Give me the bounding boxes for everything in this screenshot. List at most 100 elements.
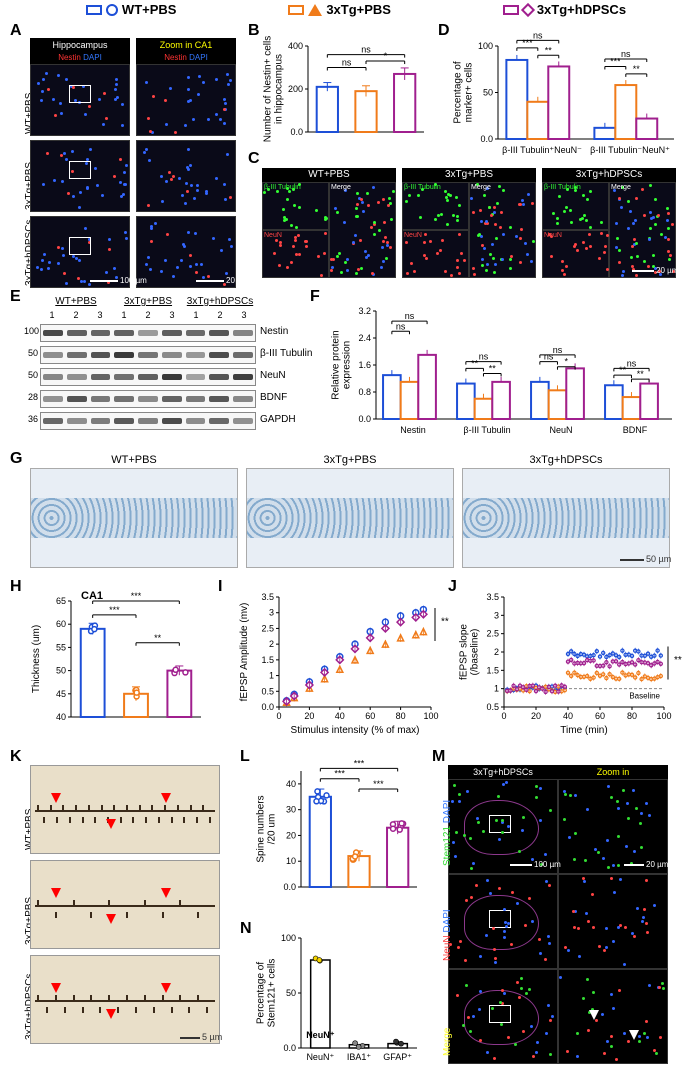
svg-text:Spine numbers: Spine numbers <box>256 795 267 862</box>
label-H: H <box>10 578 22 596</box>
chart-I: 0.00.511.522.533.5020406080100fEPSP Ampl… <box>235 585 445 735</box>
chart-D: 0.050100Percentage ofmarker+ cellsβ-III … <box>452 30 682 165</box>
panelA-header-left: Hippocampus <box>30 38 130 52</box>
panelC-merge <box>329 182 396 278</box>
svg-text:60: 60 <box>365 711 375 721</box>
panelG-label: WT+PBS <box>30 454 238 466</box>
svg-text:20: 20 <box>286 830 296 840</box>
panelA-header-right: Zoom in CA1 <box>136 38 236 52</box>
svg-text:0.0: 0.0 <box>290 127 303 137</box>
svg-text:40: 40 <box>56 712 66 722</box>
svg-text:NeuN⁺: NeuN⁺ <box>306 1052 334 1062</box>
svg-text:**: ** <box>441 617 449 628</box>
panelE-blot-row <box>40 346 256 364</box>
svg-text:***: *** <box>334 769 345 779</box>
svg-text:0.8: 0.8 <box>358 387 371 397</box>
svg-text:fEPSP Amplitude (mv): fEPSP Amplitude (mv) <box>239 603 250 702</box>
svg-text:**: ** <box>489 363 497 373</box>
svg-text:1.5: 1.5 <box>261 655 274 665</box>
svg-text:0.5: 0.5 <box>486 702 499 712</box>
svg-text:ns: ns <box>479 352 489 362</box>
panelG-nissl <box>246 468 454 568</box>
legend-wt-circ <box>106 4 118 16</box>
panelA-micrograph <box>30 140 130 212</box>
svg-text:in hippocampus: in hippocampus <box>274 54 285 124</box>
svg-text:***: *** <box>109 605 120 615</box>
svg-text:***: *** <box>522 38 533 48</box>
svg-text:100: 100 <box>423 711 438 721</box>
svg-text:ns: ns <box>553 345 563 355</box>
panelM-header-left: 3xTg+hDPSCs <box>448 765 558 779</box>
svg-text:2.5: 2.5 <box>486 629 499 639</box>
panelM-row-label: Merge <box>442 1028 453 1056</box>
svg-text:fEPSP slope: fEPSP slope <box>459 624 470 680</box>
svg-text:NeuN: NeuN <box>549 425 572 435</box>
panelK-golgi <box>30 955 220 1044</box>
svg-text:Relative protein: Relative protein <box>331 330 342 399</box>
svg-text:Stem121+ cells: Stem121+ cells <box>267 959 278 1028</box>
svg-text:expression: expression <box>342 341 353 389</box>
svg-text:Time (min): Time (min) <box>560 725 607 736</box>
panelE-blot-row <box>40 390 256 408</box>
svg-text:β-III Tubulin⁺NeuN⁻: β-III Tubulin⁺NeuN⁻ <box>502 145 582 155</box>
svg-text:0: 0 <box>501 711 506 721</box>
svg-text:80: 80 <box>627 711 637 721</box>
panelE-blot-row <box>40 324 256 342</box>
panelE-protein: GAPDH <box>260 414 296 425</box>
panelC-header: WT+PBS <box>262 168 396 182</box>
svg-text:Number of Nestin+ cells: Number of Nestin+ cells <box>263 36 274 142</box>
svg-text:50: 50 <box>56 666 66 676</box>
svg-text:1: 1 <box>269 671 274 681</box>
svg-text:ns: ns <box>533 30 543 40</box>
label-B: B <box>248 22 260 40</box>
label-A: A <box>10 22 22 40</box>
panelC-merge <box>609 182 676 278</box>
svg-text:60: 60 <box>56 619 66 629</box>
svg-text:Stimulus intensity (% of max): Stimulus intensity (% of max) <box>291 725 420 736</box>
svg-text:*: * <box>565 357 569 367</box>
svg-text:Percentage of: Percentage of <box>256 962 267 1024</box>
svg-text:100: 100 <box>656 711 671 721</box>
label-C: C <box>248 150 260 168</box>
svg-text:80: 80 <box>396 711 406 721</box>
panelA-micrograph <box>30 64 130 136</box>
svg-text:45: 45 <box>56 689 66 699</box>
label-E: E <box>10 288 21 306</box>
panelG-label: 3xTg+PBS <box>246 454 454 466</box>
panelM-row-label: Stem121 DAPI <box>442 800 453 866</box>
legend-3xtg-sq <box>288 5 304 15</box>
legend-wt: WT+PBS <box>86 2 177 17</box>
svg-text:50: 50 <box>483 88 493 98</box>
panelE-blot-row <box>40 412 256 430</box>
panelE-protein: β-III Tubulin <box>260 348 312 359</box>
panelC-merge <box>469 182 536 278</box>
legend: WT+PBS 3xTg+PBS 3xTg+hDPSCs <box>30 2 682 17</box>
svg-text:0: 0 <box>276 711 281 721</box>
svg-text:60: 60 <box>595 711 605 721</box>
svg-text:BDNF: BDNF <box>623 425 648 435</box>
svg-text:55: 55 <box>56 642 66 652</box>
svg-text:1.5: 1.5 <box>486 665 499 675</box>
legend-hdpsc-sq <box>503 5 519 15</box>
chart-F: 0.00.81.62.43.2Relative proteinexpressio… <box>330 295 680 445</box>
svg-text:NeuN⁺: NeuN⁺ <box>306 1030 335 1040</box>
legend-wt-label: WT+PBS <box>122 2 177 17</box>
svg-text:***: *** <box>354 758 365 768</box>
svg-text:***: *** <box>373 779 384 789</box>
svg-text:CA1: CA1 <box>81 590 103 602</box>
svg-text:2.5: 2.5 <box>261 623 274 633</box>
panelM-confocal <box>558 969 668 1064</box>
svg-text:/20 um: /20 um <box>267 814 278 845</box>
svg-text:β-III Tubulin: β-III Tubulin <box>463 425 510 435</box>
svg-text:40: 40 <box>335 711 345 721</box>
panelM-row-label: NeuN DAPI <box>442 909 453 961</box>
svg-text:Baseline: Baseline <box>629 692 660 701</box>
svg-text:***: *** <box>610 56 621 66</box>
label-K: K <box>10 748 22 766</box>
svg-text:0.0: 0.0 <box>261 702 274 712</box>
svg-text:40: 40 <box>563 711 573 721</box>
panelA-micrograph <box>136 64 236 136</box>
panelG-nissl <box>30 468 238 568</box>
label-G: G <box>10 450 22 468</box>
legend-hdpsc-dia <box>521 2 535 16</box>
